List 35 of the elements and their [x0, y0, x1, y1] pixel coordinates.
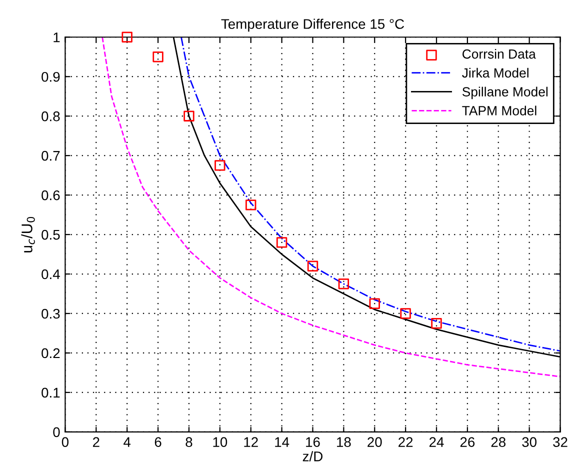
x-tick-label: 2: [92, 437, 100, 447]
x-tick-label: 4: [124, 437, 131, 447]
x-tick-label: 28: [491, 437, 506, 447]
legend-label: Corrsin Data: [462, 49, 536, 59]
y-tick-label: 0.6: [42, 190, 60, 200]
y-axis-title: u$_{c}$/U$_{0}$: [21, 216, 35, 252]
x-tick-label: 0: [62, 437, 69, 447]
x-tick-label: 24: [429, 437, 444, 447]
legend-label: Spillane Model: [462, 86, 548, 100]
x-tick-label: 6: [154, 437, 162, 447]
y-tick-label: 0.5: [42, 230, 60, 240]
x-tick-label: 22: [398, 437, 413, 447]
x-tick-label: 20: [368, 437, 382, 447]
x-tick-label: 10: [213, 437, 228, 447]
y-tick-label: 1: [54, 32, 60, 42]
x-tick-label: 18: [337, 437, 351, 447]
y-tick-label: 0.2: [42, 348, 60, 358]
x-axis-title: z/D: [302, 451, 322, 462]
x-tick-label: 8: [186, 437, 192, 447]
y-tick-label: 0.8: [42, 111, 60, 122]
y-tick-label: 0.7: [42, 150, 60, 161]
x-tick-label: 16: [306, 437, 320, 447]
y-tick-label: 0.9: [42, 72, 60, 82]
legend-label: Jirka Model: [462, 68, 528, 78]
y-tick-label: 0: [53, 427, 60, 438]
y-tick-label: 0.4: [42, 269, 60, 280]
y-tick-label: 0.3: [42, 308, 60, 319]
legend-label: TAPM Model: [462, 106, 536, 116]
x-tick-label: 32: [553, 437, 568, 447]
chart-title: Temperature Difference 15 °C: [221, 18, 404, 32]
x-tick-label: 14: [275, 437, 290, 447]
x-tick-label: 12: [244, 437, 258, 447]
y-tick-label: 0.1: [42, 388, 60, 398]
x-tick-label: 26: [460, 437, 475, 447]
x-tick-label: 30: [522, 437, 537, 447]
